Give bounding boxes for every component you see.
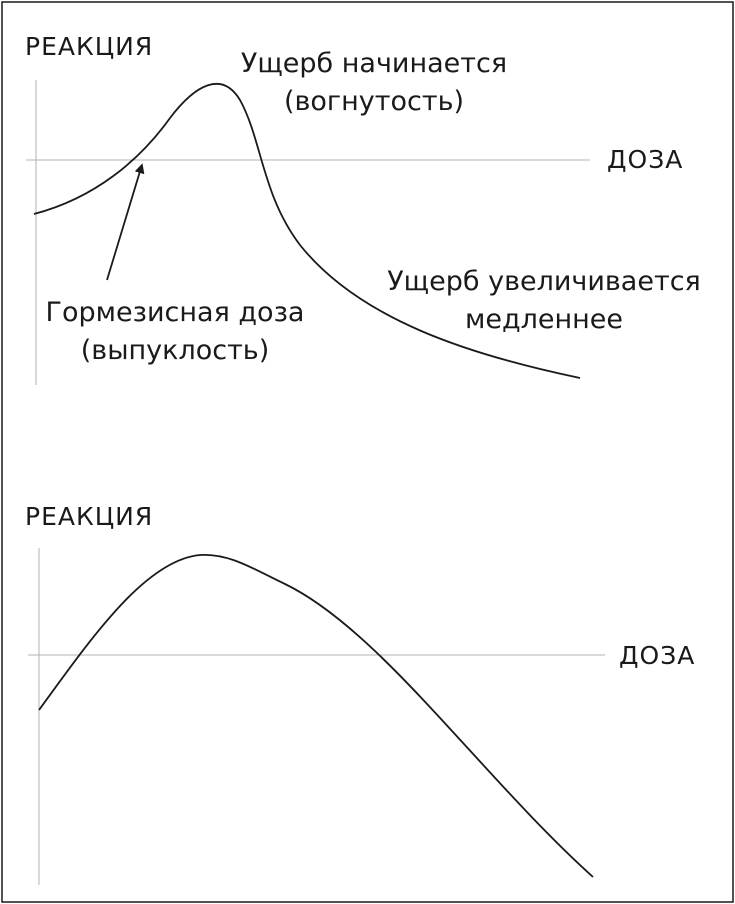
annotation-peak-line2: (вогнутость) xyxy=(283,86,465,117)
top-response-curve xyxy=(33,82,581,379)
annotation-hormesis-line2: (выпуклость) xyxy=(80,335,270,366)
top-x-axis-label: ДОЗА xyxy=(607,145,684,174)
hormesis-arrow xyxy=(106,163,145,281)
bottom-response-curve xyxy=(38,554,594,878)
annotation-peak-line1: Ущерб начинается xyxy=(240,48,508,79)
annotation-hormesis: Гормезисная доза (выпуклость) xyxy=(44,294,306,370)
bottom-y-axis-label: РЕАКЦИЯ xyxy=(25,502,154,531)
bottom-x-axis-label: ДОЗА xyxy=(619,641,696,670)
top-y-axis-label: РЕАКЦИЯ xyxy=(25,32,154,61)
annotation-peak: Ущерб начинается (вогнутость) xyxy=(240,45,508,121)
annotation-tail: Ущерб увеличивается медленнее xyxy=(384,263,704,339)
annotation-hormesis-line1: Гормезисная доза xyxy=(45,297,305,328)
annotation-tail-line1: Ущерб увеличивается xyxy=(387,266,701,297)
annotation-tail-line2: медленнее xyxy=(464,304,624,335)
